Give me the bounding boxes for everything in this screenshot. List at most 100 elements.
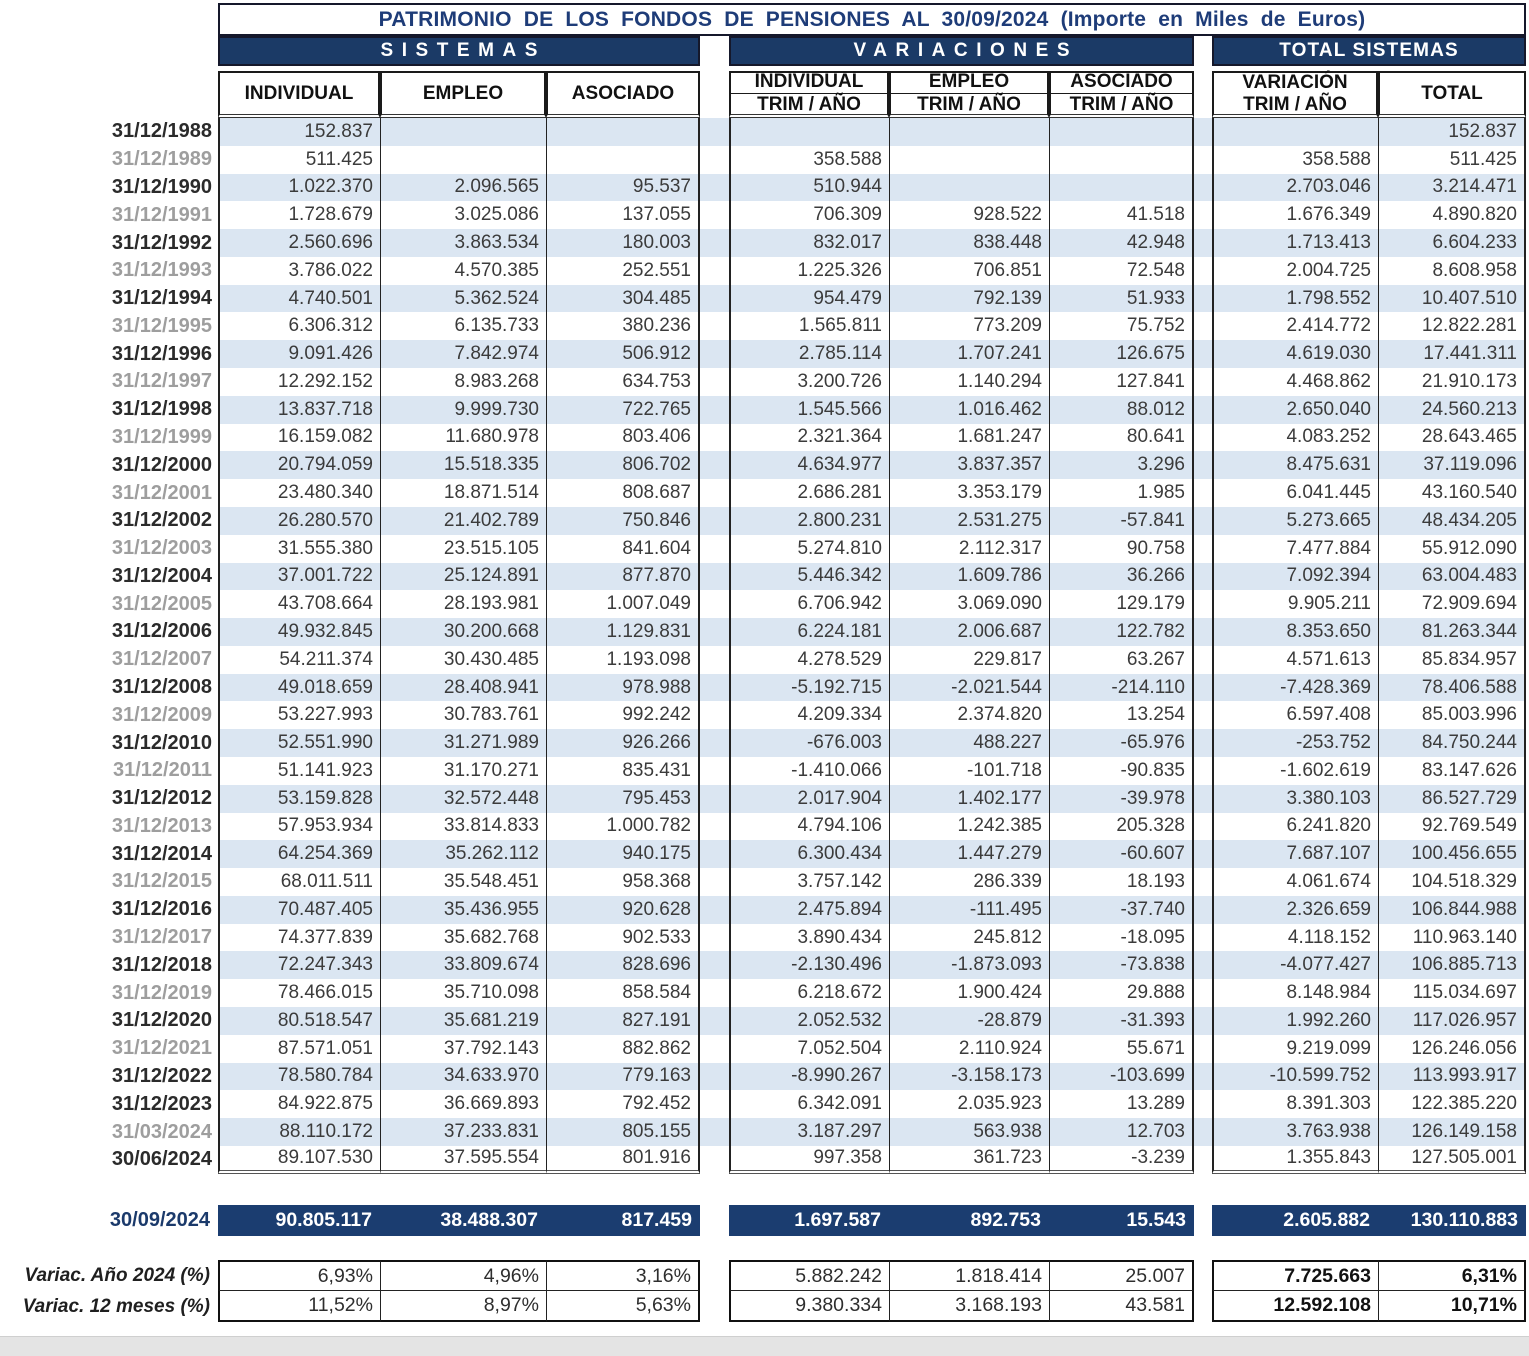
value-cell: 23.480.340 (218, 479, 380, 507)
value-cell: 106.885.713 (1378, 951, 1526, 980)
value-cell: 88.012 (1049, 395, 1194, 424)
column-gap (700, 229, 729, 257)
value-cell: 920.628 (546, 895, 700, 924)
row-date: 31/12/1998 (0, 395, 218, 424)
value-cell: 54.211.374 (218, 645, 380, 674)
value-cell: 4.619.030 (1212, 340, 1378, 369)
value-cell: 12.703 (1049, 1118, 1194, 1146)
value-cell: 6.224.181 (729, 618, 889, 646)
column-header-top: INDIVIDUAL (731, 71, 887, 94)
value-cell: 2.006.687 (889, 618, 1049, 646)
row-date: 31/12/2009 (0, 701, 218, 730)
value-cell: 1.992.260 (1212, 1007, 1378, 1035)
value-cell: 30.430.485 (380, 645, 546, 674)
column-gap (1194, 1035, 1212, 1063)
value-cell: 55.912.090 (1378, 534, 1526, 563)
column-gap (700, 173, 729, 202)
value-cell: 6.306.312 (218, 312, 380, 341)
value-cell: 75.752 (1049, 312, 1194, 341)
column-gap (1194, 173, 1212, 202)
row-date: 31/03/2024 (0, 1118, 218, 1146)
value-cell: 110.963.140 (1378, 923, 1526, 952)
row-date: 31/12/1988 (0, 118, 218, 146)
value-cell (889, 118, 1049, 146)
variation-value-cell: 11,52% (218, 1291, 380, 1322)
value-cell: -57.841 (1049, 506, 1194, 535)
row-date: 31/12/2017 (0, 923, 218, 952)
value-cell: 21.910.173 (1378, 368, 1526, 396)
value-cell: 72.909.694 (1378, 590, 1526, 619)
group-header-sistemas: SISTEMAS (218, 36, 700, 66)
row-date: 31/12/1989 (0, 145, 218, 174)
value-cell: 129.179 (1049, 590, 1194, 619)
value-cell (1049, 145, 1194, 174)
value-cell: 31.555.380 (218, 534, 380, 563)
column-header-variacion-asociado: ASOCIADO TRIM / AÑO (1049, 71, 1194, 118)
variation-value-cell: 9.380.334 (729, 1291, 889, 1322)
value-cell: 3.890.434 (729, 923, 889, 952)
value-cell: -2.130.496 (729, 951, 889, 980)
value-cell: 26.280.570 (218, 506, 380, 535)
value-cell: 23.515.105 (380, 534, 546, 563)
highlight-value-cell: 2.605.882 (1212, 1205, 1378, 1236)
value-cell: 35.682.768 (380, 923, 546, 952)
variation-summary-rows: Variac. Año 2024 (%) 6,93% 4,96% 3,16% 5.882… (0, 1260, 1526, 1322)
variation-value-cell: 5.882.242 (729, 1260, 889, 1291)
value-cell: -7.428.369 (1212, 673, 1378, 702)
value-cell: 37.233.831 (380, 1118, 546, 1146)
value-cell: 37.001.722 (218, 562, 380, 591)
column-gap (700, 868, 729, 896)
value-cell: 72.548 (1049, 256, 1194, 285)
column-gap (700, 424, 729, 452)
value-cell: 33.814.833 (380, 812, 546, 841)
column-gap (1194, 479, 1212, 507)
column-header-bottom: TRIM / AÑO (1069, 94, 1174, 115)
value-cell: 2.686.281 (729, 479, 889, 507)
value-cell: -90.835 (1049, 756, 1194, 785)
column-gap (700, 840, 729, 869)
value-cell: 882.862 (546, 1034, 700, 1063)
variation-value-cell: 12.592.108 (1212, 1291, 1378, 1322)
value-cell: -676.003 (729, 729, 889, 757)
value-cell: 3.200.726 (729, 368, 889, 396)
value-cell: -3.239 (1049, 1145, 1194, 1174)
value-cell: 6.300.434 (729, 840, 889, 869)
value-cell: 41.518 (1049, 201, 1194, 230)
value-cell: 72.247.343 (218, 951, 380, 980)
value-cell: 126.149.158 (1378, 1118, 1526, 1146)
value-cell: 51.141.923 (218, 756, 380, 785)
value-cell: 1.016.462 (889, 395, 1049, 424)
column-gap (1194, 590, 1212, 618)
value-cell: 2.475.894 (729, 895, 889, 924)
page-title: PATRIMONIO DE LOS FONDOS DE PENSIONES AL… (218, 3, 1526, 36)
value-cell: 80.641 (1049, 423, 1194, 452)
column-gap (700, 118, 729, 146)
value-cell: 4.634.977 (729, 451, 889, 480)
value-cell: 8.608.958 (1378, 256, 1526, 285)
column-gap (1194, 312, 1212, 340)
value-cell: 8.391.303 (1212, 1090, 1378, 1119)
column-header-bottom: TRIM / AÑO (917, 94, 1021, 115)
value-cell: 4.890.820 (1378, 201, 1526, 230)
column-header-line2: TRIM / AÑO (1243, 93, 1347, 115)
value-cell: 115.034.697 (1378, 979, 1526, 1007)
value-cell: 6.241.820 (1212, 812, 1378, 841)
row-date: 31/12/2018 (0, 951, 218, 980)
column-gap (700, 951, 729, 980)
highlight-value-cell: 15.543 (1049, 1205, 1194, 1236)
value-cell: -31.393 (1049, 1007, 1194, 1035)
column-gap (1194, 646, 1212, 674)
value-cell: 51.933 (1049, 284, 1194, 313)
column-gap (1194, 1146, 1212, 1174)
value-cell: 511.425 (1378, 145, 1526, 174)
value-cell: 2.035.923 (889, 1090, 1049, 1119)
value-cell: 4.740.501 (218, 284, 380, 313)
value-cell: 137.055 (546, 201, 700, 230)
variation-value-cell: 43.581 (1049, 1291, 1194, 1322)
value-cell: 20.794.059 (218, 451, 380, 480)
value-cell: 940.175 (546, 840, 700, 869)
column-gap (700, 646, 729, 674)
row-date: 31/12/1990 (0, 173, 218, 202)
value-cell: 33.809.674 (380, 951, 546, 980)
value-cell: 81.263.344 (1378, 618, 1526, 646)
